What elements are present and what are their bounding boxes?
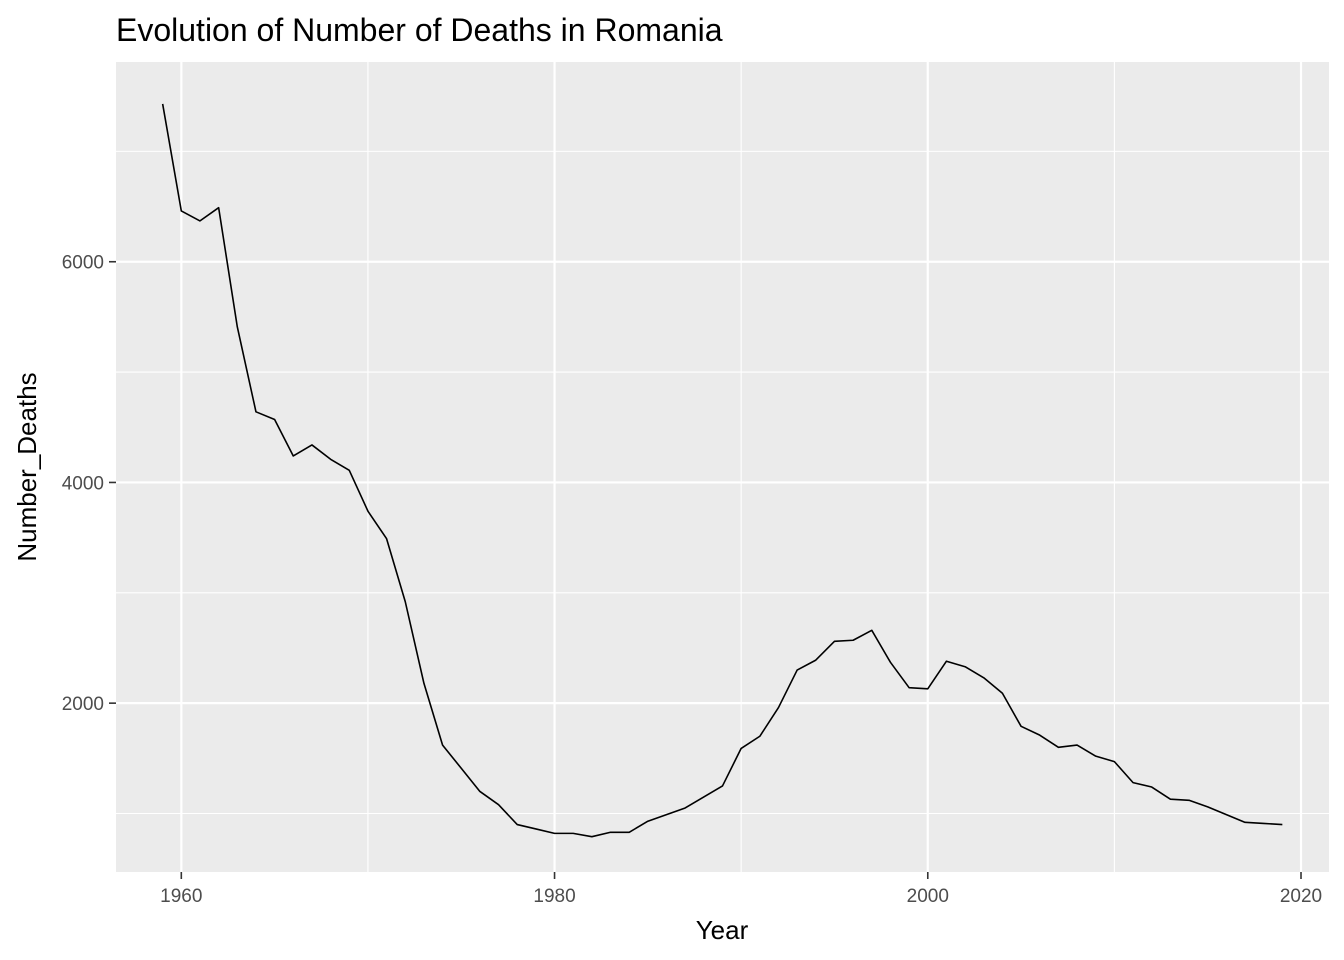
major-gridlines — [116, 62, 1329, 872]
y-axis: 2000 4000 6000 — [62, 253, 116, 715]
x-tick-label: 1980 — [533, 886, 575, 907]
y-axis-title: Number_Deaths — [12, 372, 42, 561]
series-line — [161, 103, 1283, 838]
x-tick-label: 2020 — [1280, 886, 1322, 907]
x-tick-label: 1960 — [160, 886, 202, 907]
chart-title: Evolution of Number of Deaths in Romania — [116, 12, 723, 48]
minor-gridlines — [116, 62, 1329, 872]
x-axis-title: Year — [696, 915, 749, 945]
x-tick-label: 2000 — [907, 886, 949, 907]
y-tick-label: 4000 — [62, 473, 104, 494]
x-axis: 1960 1980 2000 2020 — [160, 872, 1322, 907]
y-tick-label: 2000 — [62, 694, 104, 715]
y-tick-label: 6000 — [62, 253, 104, 274]
plot-panel — [116, 62, 1329, 872]
